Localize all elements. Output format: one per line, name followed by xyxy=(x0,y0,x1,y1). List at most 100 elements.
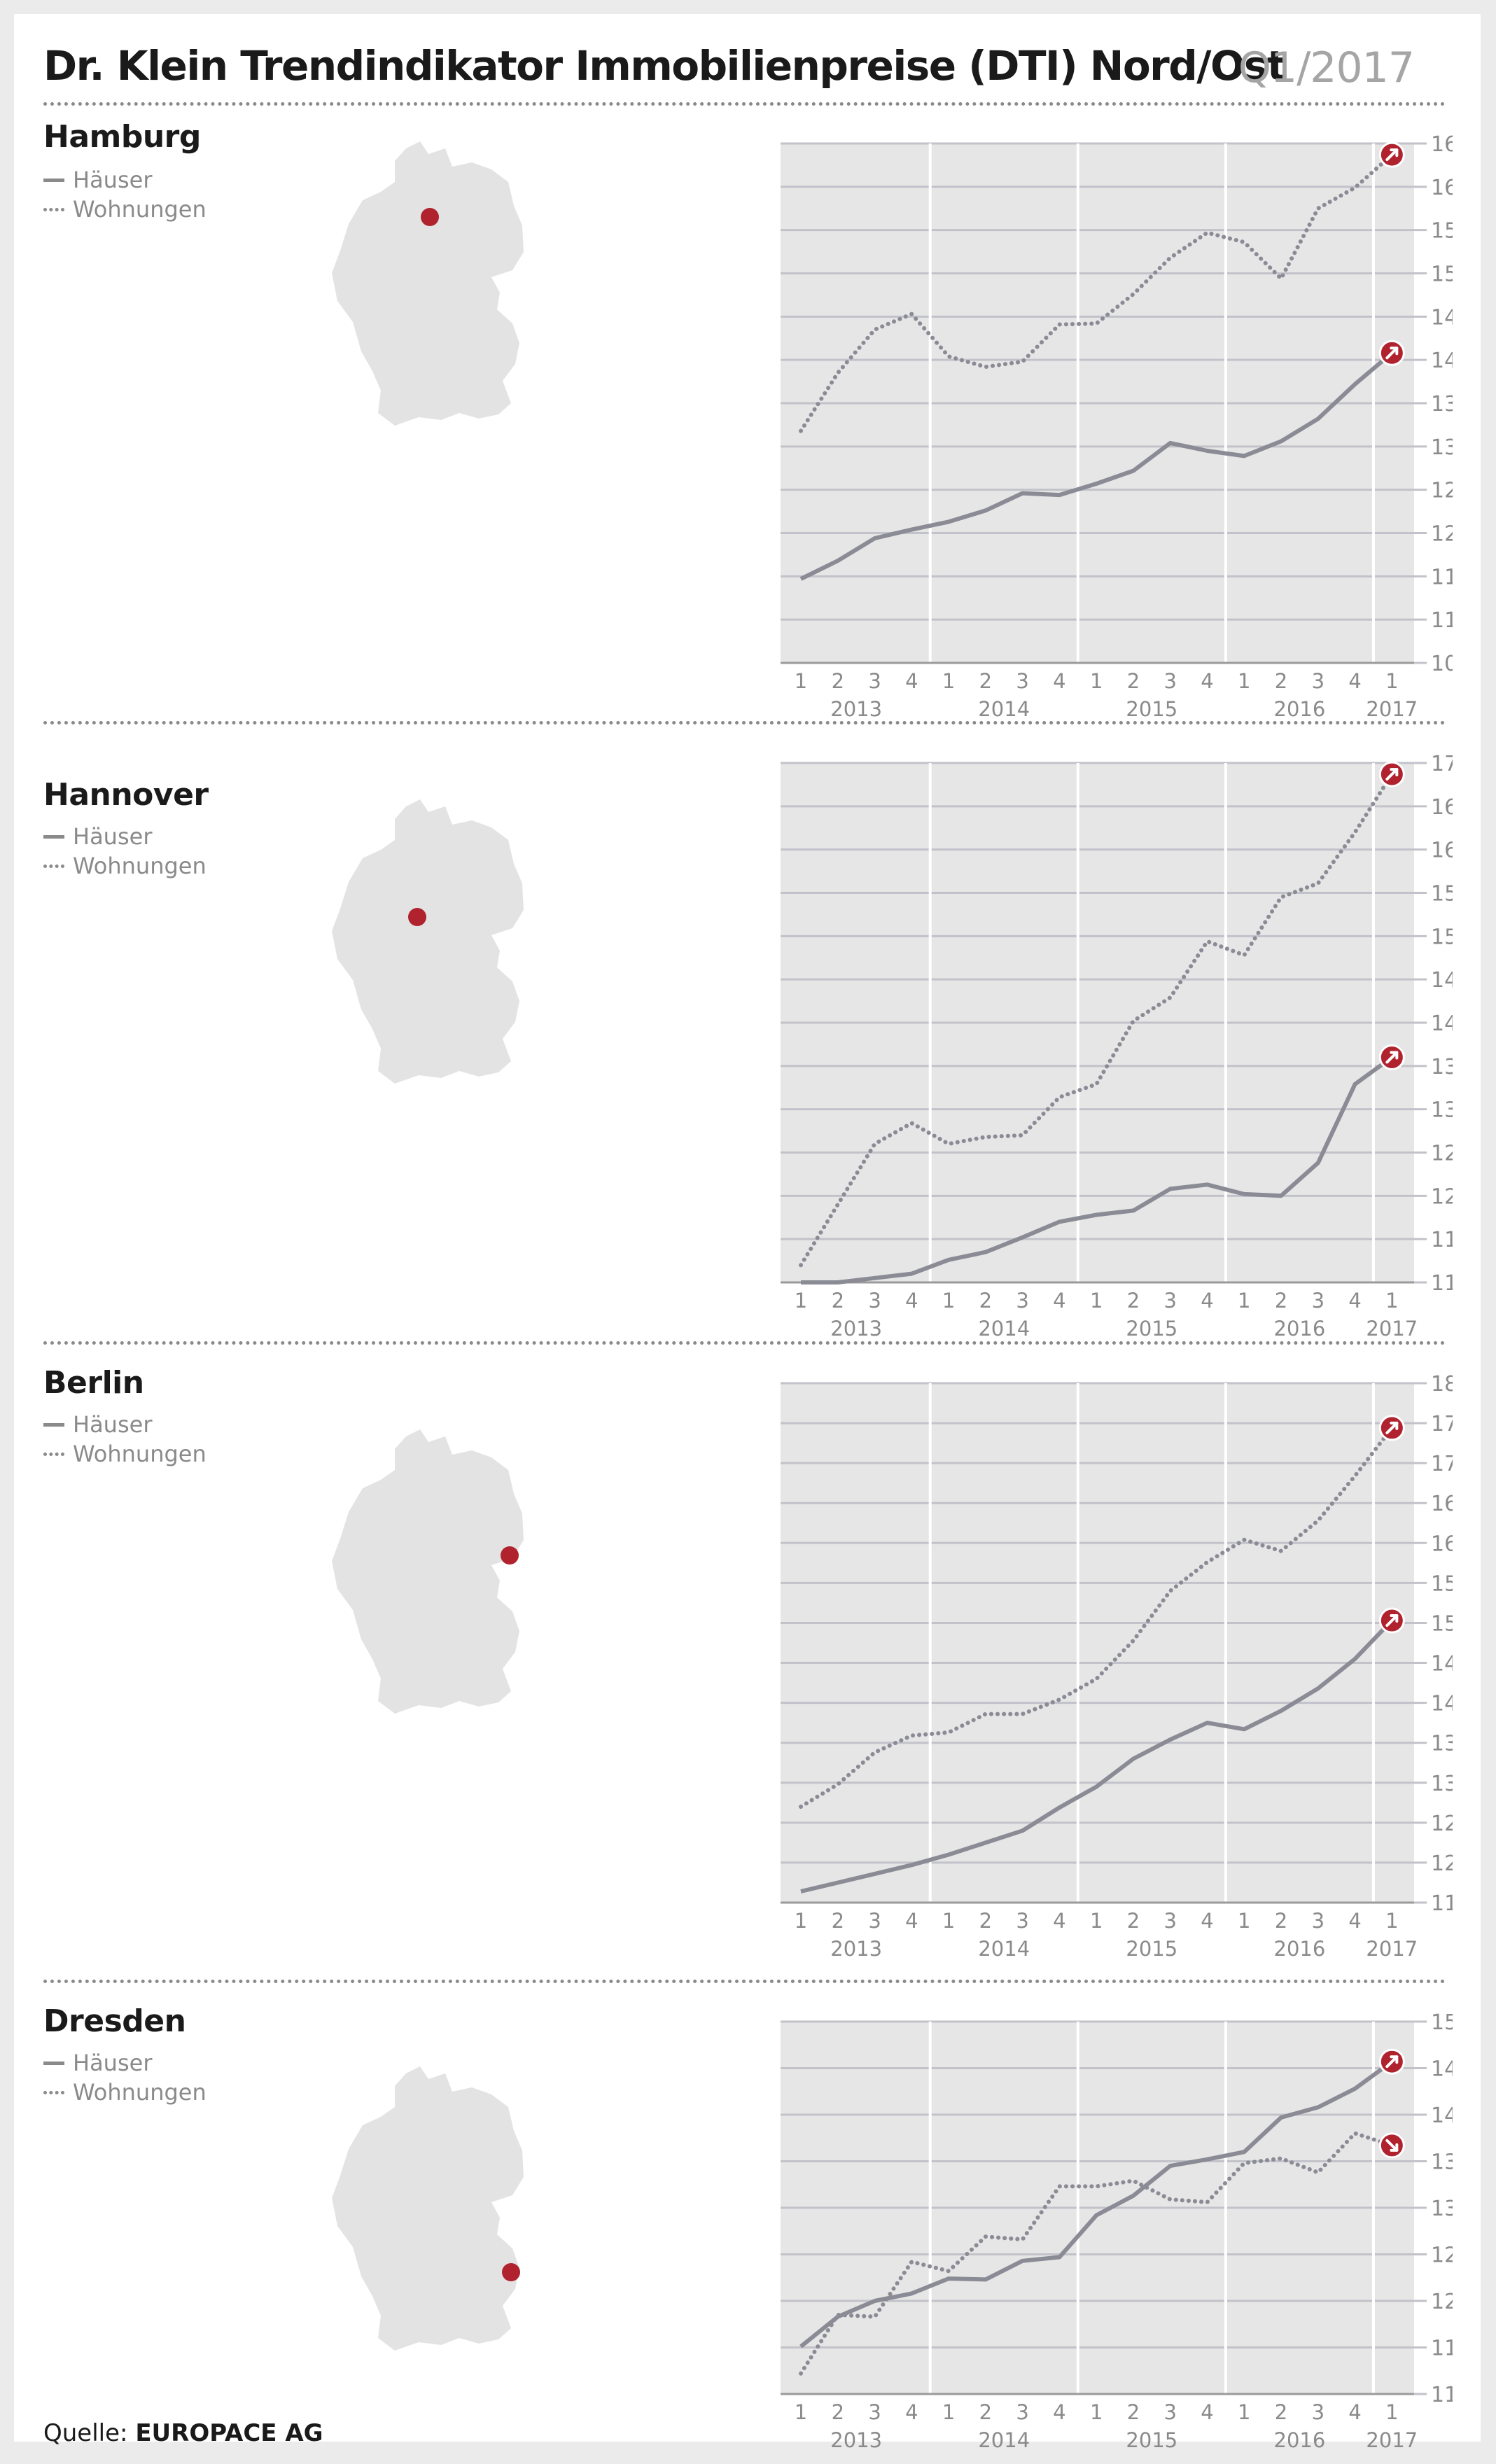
data-point xyxy=(837,372,839,374)
year-tick-label: 2016 xyxy=(1274,1937,1326,1961)
y-tick-label: 135 xyxy=(1431,1732,1453,1756)
data-point xyxy=(837,1882,839,1884)
data-point xyxy=(1132,470,1134,472)
legend-dotted-swatch xyxy=(43,2090,64,2094)
divider xyxy=(43,102,1446,106)
data-point xyxy=(1021,1830,1023,1832)
quarter-tick-label: 2 xyxy=(1275,669,1287,693)
source-name: EUROPACE AG xyxy=(135,2419,323,2447)
data-point xyxy=(1206,940,1208,942)
y-tick-label: 120 xyxy=(1431,2290,1453,2314)
quarter-tick-label: 4 xyxy=(1201,1289,1213,1312)
series-line-apartments xyxy=(799,153,1394,433)
legend-houses: Häuser xyxy=(43,1411,152,1438)
quarter-tick-label: 3 xyxy=(868,1289,881,1312)
legend-apartments-label: Wohnungen xyxy=(73,1441,207,1467)
y-tick-label: 110 xyxy=(1431,608,1453,633)
quarter-tick-label: 4 xyxy=(1201,2400,1213,2424)
data-point xyxy=(1280,896,1282,898)
data-point xyxy=(948,1731,950,1733)
data-point xyxy=(1354,2132,1356,2134)
data-point xyxy=(1058,323,1061,326)
quarter-tick-label: 3 xyxy=(868,2400,881,2424)
germany-map xyxy=(332,799,524,1084)
year-tick-label: 2017 xyxy=(1366,697,1418,721)
data-point xyxy=(984,2278,986,2281)
y-tick-label: 125 xyxy=(1431,1142,1453,1166)
year-tick-label: 2016 xyxy=(1274,697,1326,721)
data-point xyxy=(874,2316,876,2318)
data-point xyxy=(1280,1710,1282,1712)
data-point xyxy=(1021,1713,1023,1715)
data-point xyxy=(1206,1184,1208,1186)
data-point xyxy=(800,2346,802,2348)
quarter-tick-label: 4 xyxy=(1201,1909,1213,1933)
quarter-tick-label: 3 xyxy=(868,1909,881,1933)
data-point xyxy=(948,1143,950,1145)
quarter-tick-label: 1 xyxy=(795,1909,807,1933)
y-tick-label: 140 xyxy=(1431,1011,1453,1036)
quarter-tick-label: 1 xyxy=(942,669,955,693)
data-point xyxy=(1021,1134,1023,1136)
y-tick-label: 115 xyxy=(1431,1228,1453,1252)
y-tick-label: 115 xyxy=(1431,565,1453,589)
data-point xyxy=(1021,1236,1023,1238)
data-point xyxy=(1058,1221,1061,1223)
data-point xyxy=(984,2236,986,2238)
legend-houses-label: Häuser xyxy=(73,823,153,850)
quarter-tick-label: 3 xyxy=(1163,2400,1176,2424)
y-tick-label: 125 xyxy=(1431,1812,1453,1836)
quarter-tick-label: 1 xyxy=(942,2400,955,2424)
data-point xyxy=(1096,483,1098,485)
data-point xyxy=(1021,360,1023,363)
data-point xyxy=(1132,1210,1134,1212)
germany-map xyxy=(332,2066,524,2351)
quarter-tick-label: 3 xyxy=(868,669,881,693)
y-tick-label: 150 xyxy=(1431,925,1453,949)
germany-outline xyxy=(332,2066,524,2351)
quarter-tick-label: 2 xyxy=(832,1909,844,1933)
data-point xyxy=(1354,831,1356,833)
quarter-tick-label: 1 xyxy=(1385,2400,1398,2424)
data-point xyxy=(1243,2162,1245,2164)
data-point xyxy=(1280,2116,1282,2118)
year-tick-label: 2013 xyxy=(830,1937,882,1961)
quarter-tick-label: 1 xyxy=(942,1289,955,1312)
quarter-tick-label: 3 xyxy=(1312,2400,1324,2424)
data-point xyxy=(1243,954,1245,956)
y-tick-label: 125 xyxy=(1431,2244,1453,2268)
data-point xyxy=(800,578,802,580)
quarter-tick-label: 1 xyxy=(1090,1909,1103,1933)
data-point xyxy=(948,2270,950,2272)
quarter-tick-label: 3 xyxy=(1016,2400,1028,2424)
data-point xyxy=(1280,1550,1282,1552)
page-title: Dr. Klein Trendindikator Immobilienpreis… xyxy=(43,42,1287,90)
quarter-tick-label: 2 xyxy=(832,669,844,693)
quarter-tick-label: 4 xyxy=(1348,1289,1361,1312)
data-point xyxy=(984,366,986,368)
year-tick-label: 2016 xyxy=(1274,2428,1326,2452)
quarter-tick-label: 4 xyxy=(1053,1289,1065,1312)
data-point xyxy=(1058,2256,1061,2258)
y-tick-label: 150 xyxy=(1431,262,1453,287)
data-point xyxy=(948,2278,950,2280)
y-tick-label: 175 xyxy=(1431,1412,1453,1436)
data-point xyxy=(837,1203,839,1205)
data-point xyxy=(1132,2180,1134,2182)
legend-houses-label: Häuser xyxy=(73,167,153,193)
trend-arrow-icon xyxy=(1378,1607,1405,1634)
data-point xyxy=(911,313,913,315)
city-title: Hamburg xyxy=(43,119,201,155)
data-point xyxy=(1354,1658,1356,1660)
quarter-tick-label: 1 xyxy=(1090,2400,1103,2424)
legend-apartments: Wohnungen xyxy=(43,853,207,879)
quarter-tick-label: 1 xyxy=(1238,1909,1250,1933)
line-chart: 115 120 125 130 135 140 145 150 155 160 165 170 175 1… xyxy=(781,1372,1453,1961)
infographic-card: Dr. Klein Trendindikator Immobilienpreis… xyxy=(14,14,1481,2452)
germany-map xyxy=(332,141,524,426)
quarter-tick-label: 1 xyxy=(1385,1289,1398,1312)
data-point xyxy=(1354,187,1356,189)
data-point xyxy=(1021,492,1023,494)
quarter-tick-label: 2 xyxy=(832,2400,844,2424)
series-line-houses xyxy=(799,2059,1394,2348)
